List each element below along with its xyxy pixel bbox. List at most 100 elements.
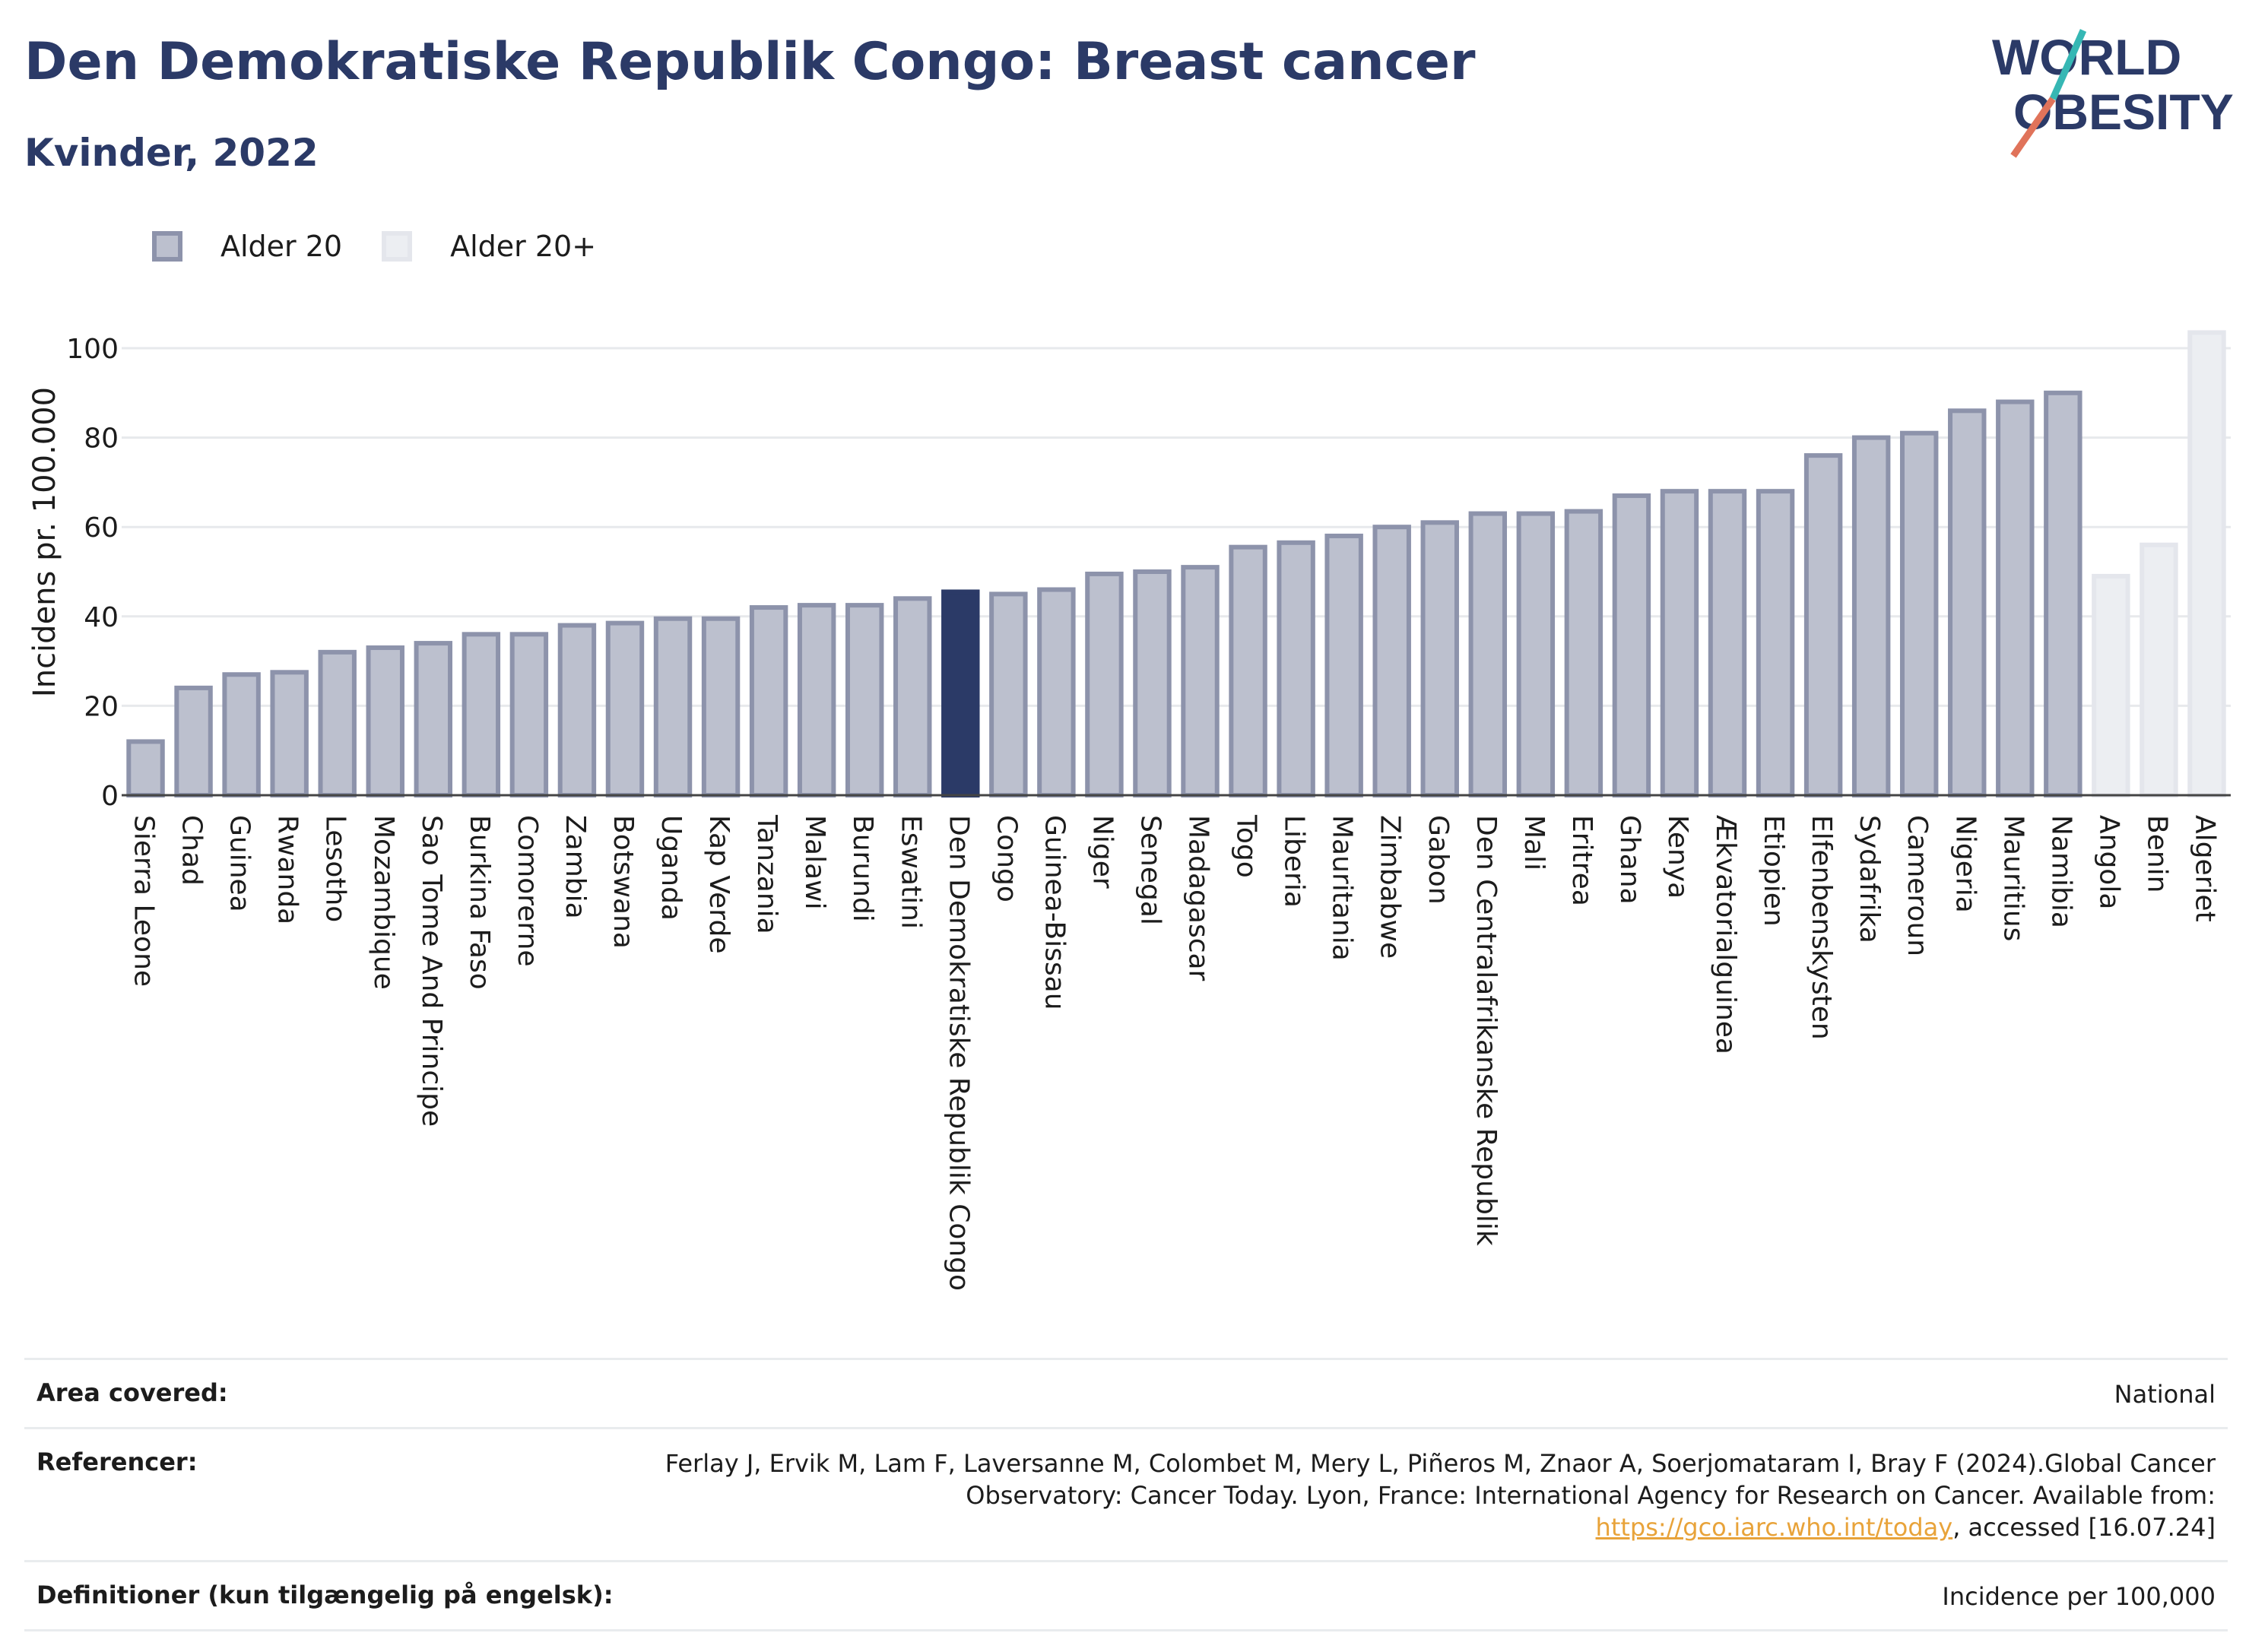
bar — [2140, 542, 2178, 797]
legend-item-alder-20[interactable]: Alder 20 — [152, 230, 342, 263]
x-tick-label: Sierra Leone — [128, 815, 160, 987]
y-tick-label: 20 — [84, 691, 119, 722]
logo-slash-red — [2010, 97, 2056, 158]
x-tick-label: Gabon — [1423, 815, 1454, 905]
logo-slash-teal — [2049, 29, 2087, 100]
bar — [1277, 540, 1315, 798]
y-tick-label: 40 — [84, 602, 119, 633]
x-tick-label: Den Centralafrikanske Republik — [1470, 815, 1502, 1246]
bar — [2187, 330, 2226, 798]
definitions-label: Definitioner (kun tilgængelig på engelsk… — [36, 1581, 614, 1609]
bar — [1037, 587, 1076, 798]
logo-line1: WORLD — [1992, 29, 2181, 85]
bar — [126, 739, 165, 797]
legend-item-alder-20-plus[interactable]: Alder 20+ — [382, 230, 596, 263]
bar — [1372, 525, 1411, 797]
x-tick-label: Sydafrika — [1854, 815, 1885, 943]
legend-label-alder-20-plus: Alder 20+ — [450, 230, 597, 263]
bar — [1851, 435, 1891, 797]
x-tick-label: Elfenbenskysten — [1806, 815, 1837, 1040]
x-tick-label: Mozambique — [368, 815, 399, 990]
bar — [941, 589, 980, 798]
bar — [1420, 520, 1459, 797]
bar — [462, 632, 501, 797]
area-label: Area covered: — [36, 1378, 228, 1407]
bar — [1996, 399, 2035, 797]
bar — [605, 620, 645, 797]
x-tick-label: Sao Tome And Principe — [416, 815, 447, 1127]
bar — [1708, 489, 1747, 797]
world-obesity-logo: WORLD OBESITY — [1992, 29, 2234, 158]
y-tick-label: 60 — [84, 512, 119, 544]
bar — [414, 641, 453, 798]
bar — [797, 603, 836, 797]
bar — [1899, 430, 1939, 797]
bar — [174, 685, 213, 797]
bar — [1564, 509, 1603, 797]
chart-title: Den Demokratiske Republik Congo: Breast … — [24, 32, 1476, 92]
chart-legend: Alder 20 Alder 20+ — [152, 225, 636, 268]
references-accessed: , accessed [16.07.24] — [1952, 1513, 2216, 1542]
bar — [222, 672, 261, 797]
bar — [2044, 390, 2082, 797]
x-tick-label: Tanzania — [751, 814, 782, 934]
y-tick-label: 80 — [84, 423, 119, 455]
x-tick-label: Guinea — [224, 815, 255, 912]
x-tick-label: Mauritania — [1327, 815, 1358, 961]
chart-subtitle: Kvinder, 2022 — [24, 131, 319, 175]
y-tick-label: 0 — [101, 781, 119, 812]
x-tick-label: Ghana — [1614, 815, 1645, 905]
x-tick-label: Uganda — [655, 815, 687, 921]
bar — [1803, 453, 1843, 797]
bar — [989, 591, 1028, 798]
bar — [701, 616, 741, 797]
bar — [1660, 489, 1699, 797]
x-tick-label: Burundi — [847, 815, 878, 922]
bar — [1324, 533, 1363, 798]
legend-swatch-alder-20 — [152, 231, 182, 262]
x-tick-label: Niger — [1086, 815, 1118, 889]
x-tick-label: Eritrea — [1566, 815, 1597, 906]
x-tick-label: Guinea-Bissau — [1039, 815, 1070, 1010]
x-tick-label: Nigeria — [1949, 815, 1981, 913]
info-row-definitions: Definitioner (kun tilgængelig på engelsk… — [24, 1560, 2228, 1631]
x-tick-label: Benin — [2141, 815, 2172, 893]
bar — [1756, 489, 1795, 797]
x-tick-label: Togo — [1231, 814, 1262, 878]
x-tick-label: Rwanda — [272, 815, 303, 924]
x-tick-label: Cameroun — [1902, 815, 1933, 956]
x-tick-label: Eswatini — [895, 815, 926, 929]
bar — [1948, 408, 1987, 797]
x-tick-label: Mauritius — [1997, 815, 2029, 941]
info-row-references: Referencer: Ferlay J, Ervik M, Lam F, La… — [24, 1427, 2228, 1560]
x-tick-label: Liberia — [1279, 815, 1310, 908]
x-tick-label: Kenya — [1662, 815, 1693, 899]
area-value: National — [2114, 1380, 2216, 1409]
definitions-value: Incidence per 100,000 — [1942, 1582, 2216, 1611]
x-tick-label: Ækvatorialguinea — [1710, 815, 1741, 1054]
info-table: Area covered: National Referencer: Ferla… — [24, 1358, 2228, 1631]
bar — [270, 670, 309, 797]
bar — [509, 632, 549, 797]
y-tick-label: 100 — [66, 334, 119, 365]
references-value: Ferlay J, Ervik M, Lam F, Laversanne M, … — [619, 1447, 2216, 1543]
bar — [1468, 511, 1508, 797]
x-tick-label: Zambia — [560, 815, 591, 919]
x-tick-label: Comorerne — [512, 815, 543, 967]
x-tick-label: Burkina Faso — [464, 815, 495, 990]
bar — [557, 623, 597, 797]
x-tick-label: Den Demokratiske Republik Congo — [943, 815, 974, 1291]
references-text: Ferlay J, Ervik M, Lam F, Laversanne M, … — [665, 1449, 2216, 1510]
x-tick-label: Namibia — [2045, 815, 2076, 928]
references-link[interactable]: https://gco.iarc.who.int/today — [1595, 1513, 1953, 1542]
bar — [1516, 511, 1556, 797]
legend-swatch-alder-20-plus — [382, 231, 413, 262]
x-tick-label: Mali — [1518, 815, 1550, 870]
x-tick-label: Etiopien — [1758, 815, 1789, 927]
x-tick-label: Botswana — [607, 815, 639, 949]
x-tick-label: Algeriet — [2189, 815, 2220, 922]
y-axis-label: Incidens pr. 100.000 — [27, 387, 62, 697]
bar — [749, 605, 788, 797]
bar — [366, 645, 404, 798]
